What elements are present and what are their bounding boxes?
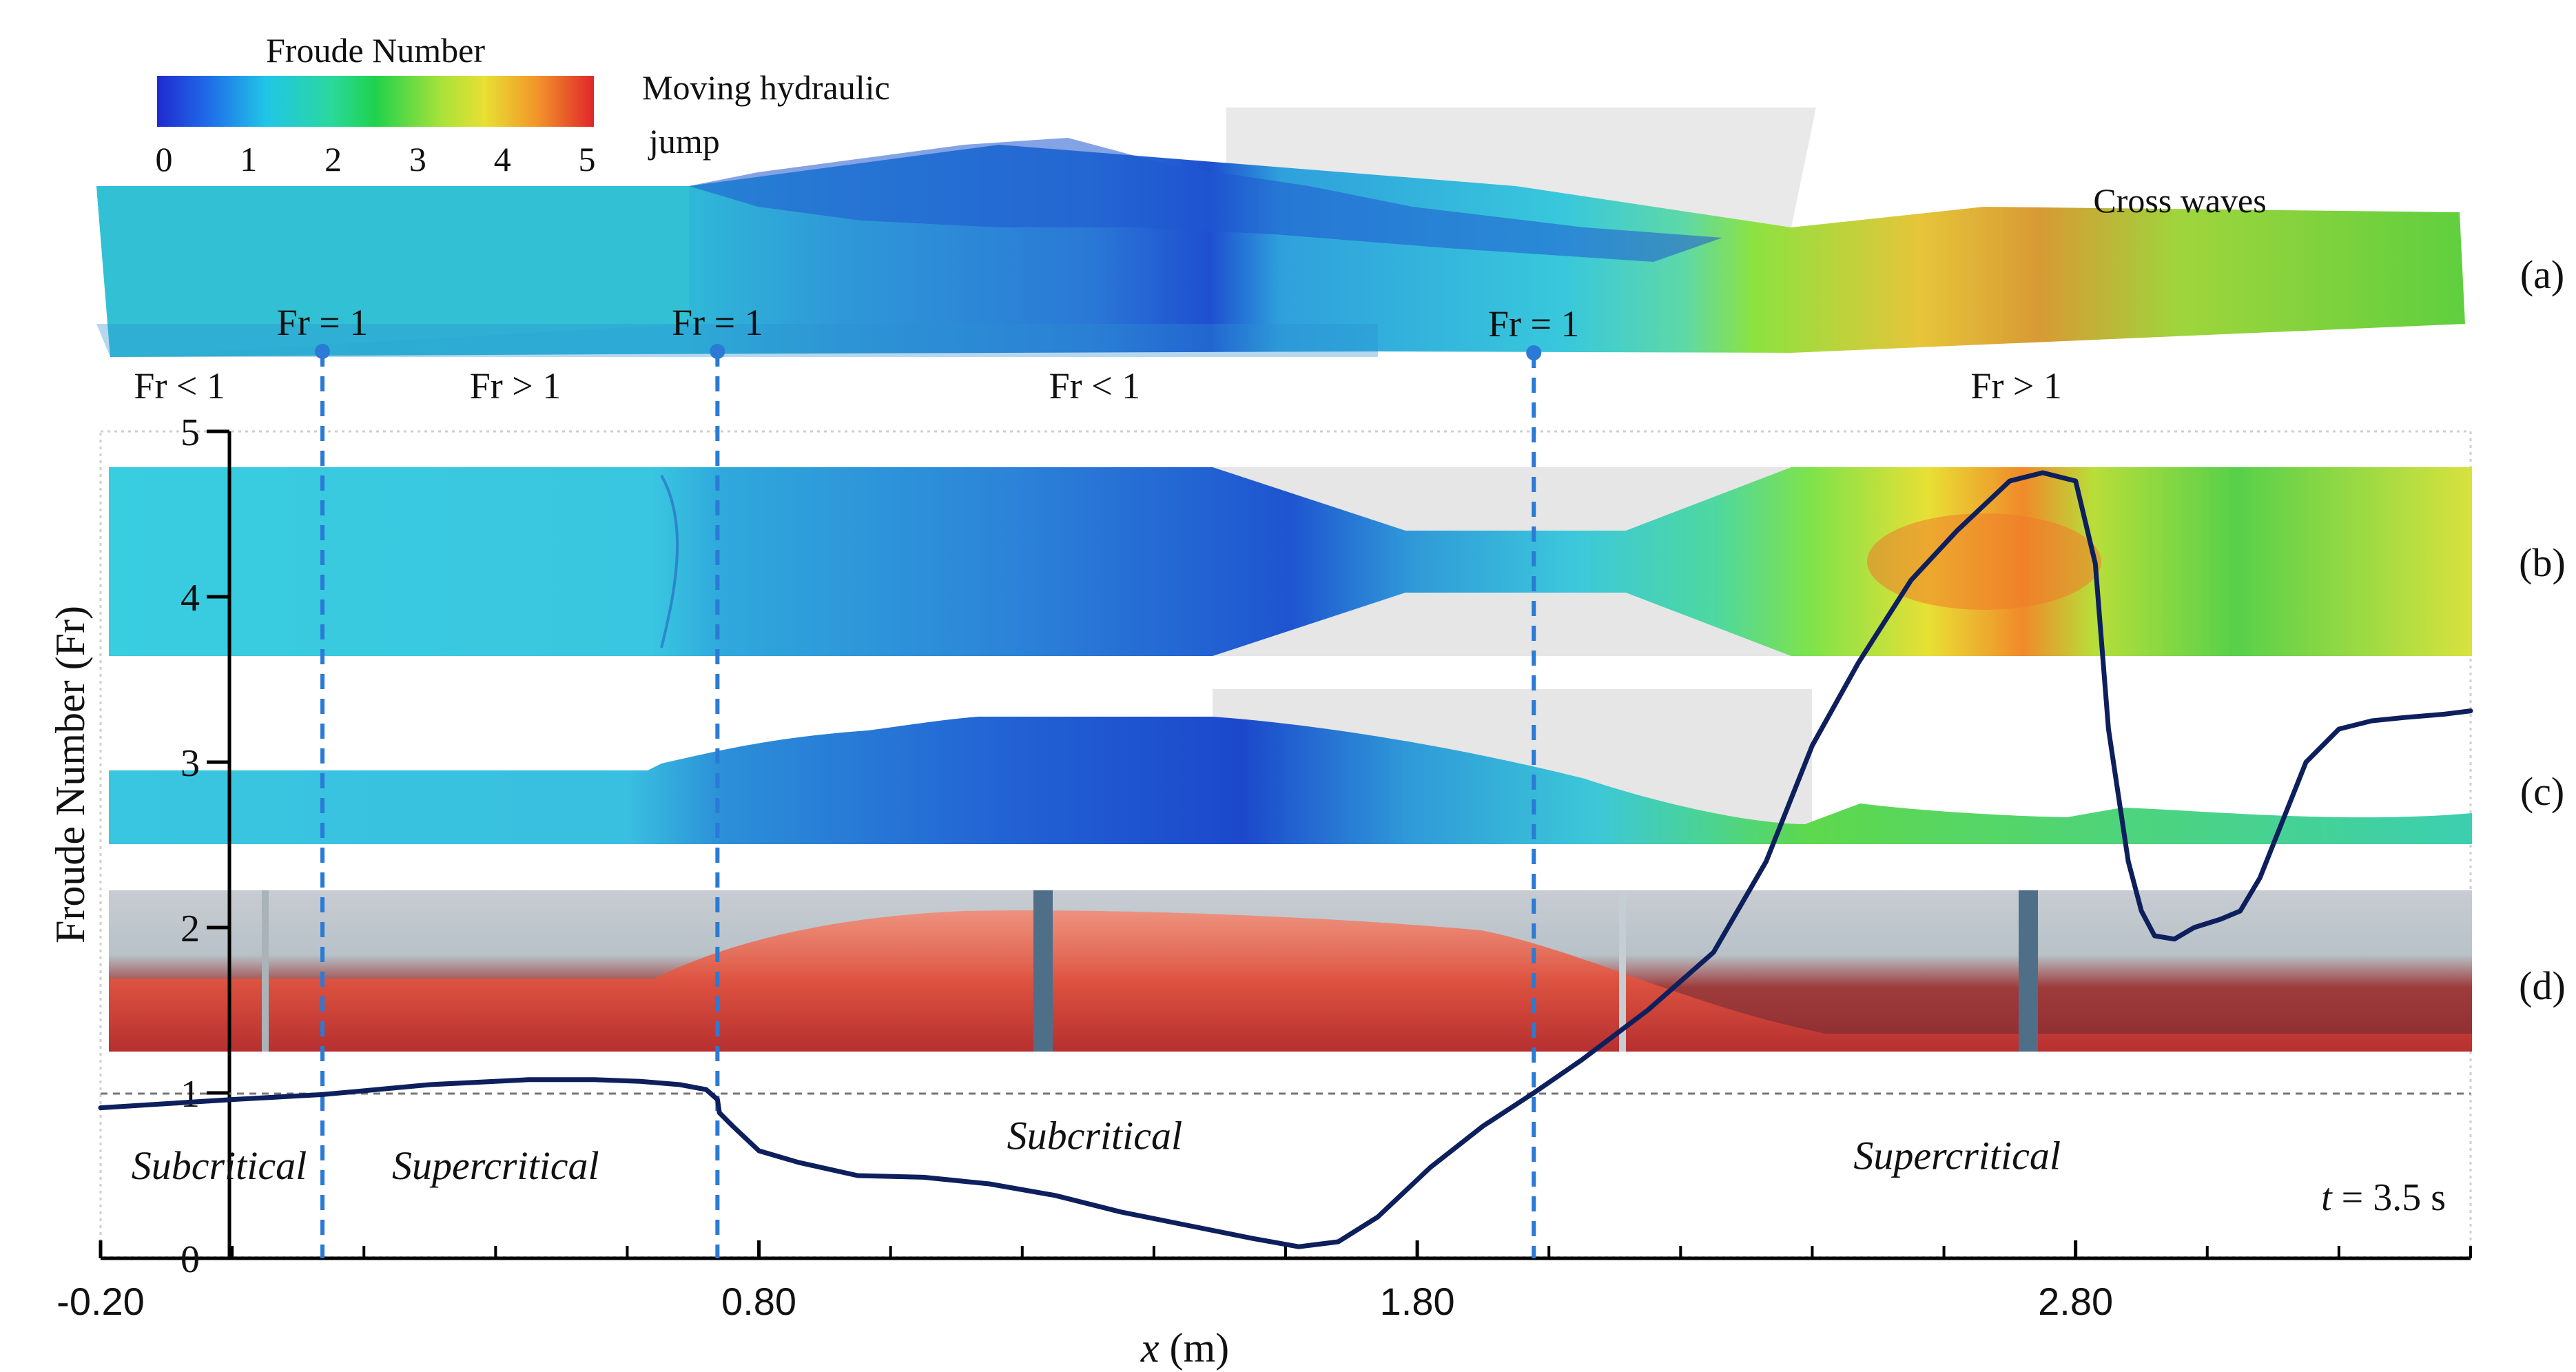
colorbar-tick-label: 0 [156, 140, 173, 178]
time-label-val: = 3.5 s [2342, 1176, 2446, 1219]
panel-c-visual [109, 689, 2472, 844]
flow-regime-label: Subcritical [1007, 1114, 1183, 1158]
fr1-marker-label: Fr = 1 [1488, 303, 1579, 345]
time-label: t = 3.5 s [2321, 1176, 2446, 1219]
cross-waves-label: Cross waves [2093, 181, 2266, 220]
y-tick-label: 2 [181, 908, 200, 950]
fr-region-label: Fr < 1 [134, 365, 225, 407]
flow-regime-label: Supercritical [392, 1143, 599, 1188]
fr-region-label: Fr > 1 [1970, 365, 2061, 407]
fr1-marker-dot [315, 344, 331, 359]
x-tick-label: -0.20 [56, 1280, 145, 1323]
panel-d-visual [109, 890, 2472, 1052]
fr1-marker-label: Fr = 1 [672, 302, 763, 343]
panel-b-visual [109, 467, 2472, 656]
y-tick-label: 1 [181, 1073, 200, 1116]
y-tick-label: 0 [181, 1238, 200, 1281]
y-tick-label: 3 [181, 742, 200, 785]
panel-label: (d) [2519, 963, 2566, 1008]
fr1-marker-label: Fr = 1 [277, 302, 368, 343]
flow-regime-label: Supercritical [1853, 1133, 2061, 1178]
x-tick-label: 1.80 [1380, 1280, 1455, 1323]
colorbar [157, 76, 594, 127]
panel-label: (c) [2520, 769, 2564, 814]
panel-a-visual [96, 107, 2465, 357]
fr1-marker-dot [1526, 345, 1542, 360]
y-tick-label: 4 [181, 577, 200, 620]
y-tick-label: 5 [181, 411, 200, 454]
x-axis-title-unit: (m) [1170, 1325, 1230, 1371]
y-axis-title: Froude Number (Fr) [48, 606, 93, 943]
panel-label: (b) [2519, 540, 2566, 585]
time-label-var: t [2321, 1176, 2333, 1219]
moving-jump-label-line2: jump [648, 122, 720, 161]
colorbar-title: Froude Number [266, 31, 485, 70]
panel-label: (a) [2520, 252, 2564, 297]
froude-number-line [98, 470, 2473, 1249]
plot-frame [99, 430, 2472, 1258]
fr1-marker-dot [710, 344, 725, 359]
fr-region-label: Fr > 1 [470, 365, 561, 407]
colorbar-tick-label: 2 [324, 140, 342, 178]
x-axis-title: x (m) [1140, 1325, 1229, 1371]
fr-region-label: Fr < 1 [1049, 365, 1140, 407]
x-tick-label: 0.80 [721, 1280, 796, 1323]
x-axis-title-var: x [1140, 1325, 1160, 1371]
moving-jump-label-line1: Moving hydraulic [642, 68, 890, 107]
x-tick-label: 2.80 [2038, 1280, 2113, 1323]
colorbar-tick-label: 1 [240, 140, 257, 178]
colorbar-tick-label: 4 [494, 140, 511, 178]
colorbar-tick-label: 3 [409, 140, 426, 178]
flow-regime-label: Subcritical [132, 1143, 307, 1188]
colorbar-tick-label: 5 [579, 140, 596, 178]
